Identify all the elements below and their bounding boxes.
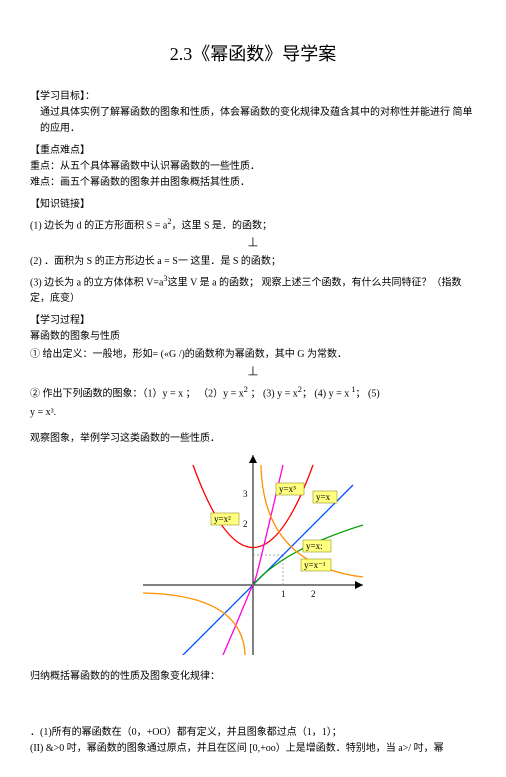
study-goal-text: 通过具体实例了解幂函数的图象和性质，体会幂函数的变化规律及蕴含其中的对称性并能进…	[30, 105, 476, 137]
definition-line: ① 给出定义：一般地，形如= («G /)的函数称为幂函数，其中 G 为常数．	[30, 347, 476, 363]
svg-text:2: 2	[243, 519, 248, 529]
function-list: ② 作出下列函数的图象：（1）y = x ； （2）y = x2 ； (3) y…	[30, 383, 476, 402]
svg-text:y=x: y=x	[316, 492, 331, 502]
function-list-tail: y = x³.	[30, 405, 476, 421]
knowledge-item-3: (3) 边长为 a 的立方体体积 V=a3这里 V 是 a 的函数； 观察上述三…	[30, 272, 476, 307]
key-points-label: 【重点难点】	[30, 143, 476, 159]
study-goal-label: 【学习目标】：	[30, 89, 476, 105]
svg-text:y=x⁻¹: y=x⁻¹	[304, 560, 326, 570]
svg-text:1: 1	[281, 589, 286, 599]
knowledge-item-1: (1) 边长为 d 的正方形面积 S = a2，这里 S 是．的函数；	[30, 215, 476, 234]
power-functions-graph: 1 2 2 3 y=x³ y=x² y=x y=x	[143, 455, 363, 655]
svg-text:2: 2	[311, 589, 316, 599]
sub-heading: 幂函数的图象与性质	[30, 329, 476, 345]
perp-symbol-2: 丄	[30, 365, 476, 381]
page-title: 2.3《幂函数》导学案	[30, 40, 476, 69]
key-points-line1: 重点：从五个具体幂函数中认识幂函数的一些性质．	[30, 159, 476, 175]
svg-text:y=x:: y=x:	[306, 541, 323, 551]
study-process-label: 【学习过程】	[30, 313, 476, 329]
knowledge-link-label: 【知识链接】	[30, 197, 476, 213]
perp-symbol-1: 丄	[30, 236, 476, 252]
property-1: ．(1)所有的幂函数在（0，+OO）都有定义，并且图象都过点（1，1）；	[30, 725, 476, 741]
summary-text: 归纳概括幂函数的的性质及图象变化规律：	[30, 669, 476, 685]
svg-text:y=x³: y=x³	[279, 484, 296, 494]
svg-text:3: 3	[243, 489, 248, 499]
property-2: (II) &>0 吋，幂函数的图象通过原点，并且在区间 [0,+oo）上是增函数…	[30, 741, 476, 757]
observe-text: 观察图象，举例学习这类函数的一些性质．	[30, 431, 476, 447]
key-points-line2: 难点：画五个幂函数的图象并由图象概括其性质．	[30, 175, 476, 191]
knowledge-item-2: (2) ．面积为 S 的正方形边长 a = S一 这里．是 S 的函数；	[30, 254, 476, 270]
svg-text:y=x²: y=x²	[214, 514, 231, 524]
